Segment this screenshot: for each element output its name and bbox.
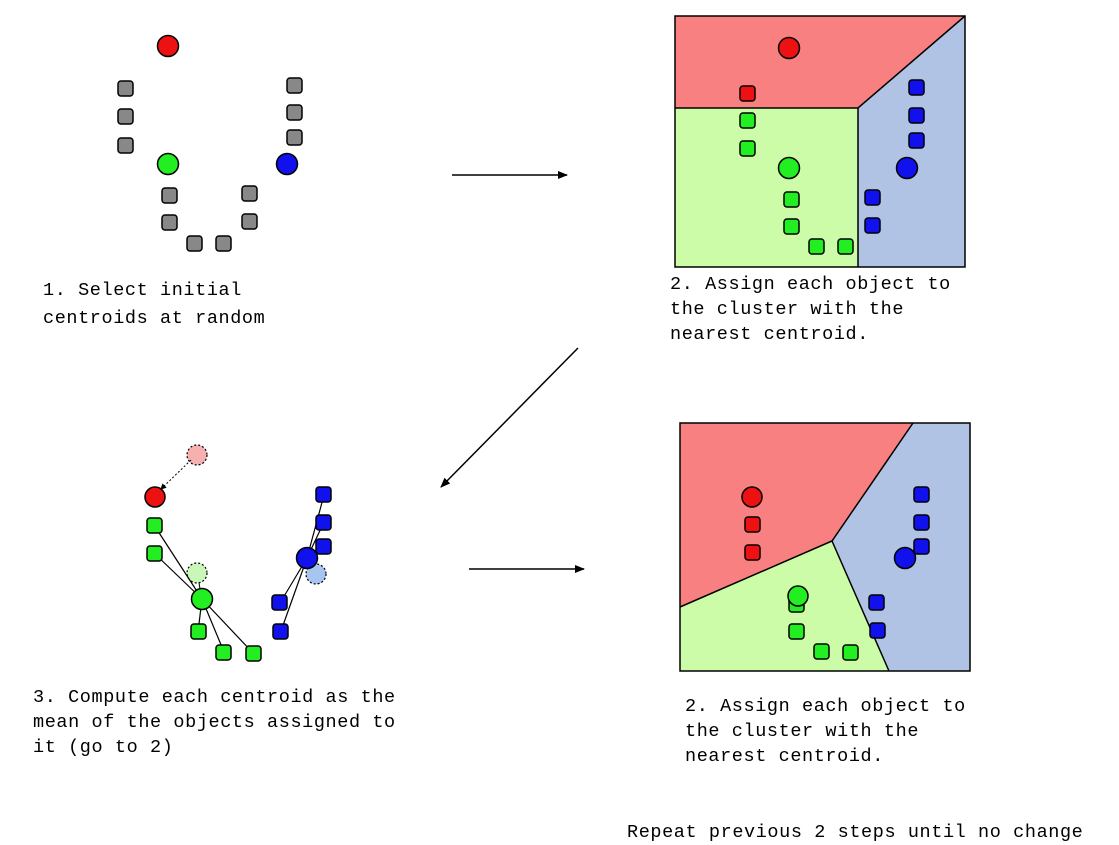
data-point	[241, 185, 258, 202]
panel-initial-centroids	[117, 34, 303, 252]
centroid-green	[787, 585, 809, 607]
data-point	[161, 187, 178, 204]
data-point-red	[739, 85, 756, 102]
centroid-green	[777, 156, 801, 180]
step1-caption: 1. Select initial centroids at random	[43, 280, 266, 329]
data-point	[913, 514, 930, 531]
data-point	[783, 218, 800, 235]
points-green	[739, 112, 854, 255]
step2-caption: 2. Assign each object to the cluster wit…	[670, 274, 951, 345]
points-blue	[271, 486, 332, 640]
data-point	[117, 137, 134, 154]
centroid-red	[144, 486, 166, 508]
data-point	[744, 544, 761, 561]
data-point	[744, 516, 761, 533]
region-green	[680, 541, 889, 671]
data-point	[315, 538, 332, 555]
data-point	[315, 514, 332, 531]
data-point	[837, 238, 854, 255]
region-red	[680, 423, 913, 607]
data-point	[117, 80, 134, 97]
data-point	[286, 104, 303, 121]
data-point	[186, 235, 203, 252]
data-point	[913, 538, 930, 555]
data-point	[272, 623, 289, 640]
centroid-red	[156, 34, 180, 58]
data-point	[808, 238, 825, 255]
data-point	[146, 517, 163, 534]
panel-frame	[674, 15, 966, 268]
data-point	[739, 112, 756, 129]
region-green	[675, 108, 858, 267]
data-point	[908, 107, 925, 124]
data-point	[161, 214, 178, 231]
points-green	[146, 517, 262, 662]
panel-compute-centroids	[144, 444, 332, 662]
points-red	[744, 516, 761, 561]
data-point	[315, 486, 332, 503]
data-point	[842, 644, 859, 661]
data-point	[788, 623, 805, 640]
step4-caption: 2. Assign each object to the cluster wit…	[685, 696, 966, 767]
data-point	[241, 213, 258, 230]
data-point	[271, 594, 288, 611]
old-centroid-red	[186, 444, 208, 466]
centroid-blue	[895, 156, 919, 180]
data-point	[913, 486, 930, 503]
data-point	[215, 235, 232, 252]
data-point	[864, 217, 881, 234]
centroid-blue	[295, 546, 319, 570]
data-point	[868, 594, 885, 611]
data-point	[245, 645, 262, 662]
points-blue	[868, 486, 930, 639]
data-point	[190, 623, 207, 640]
old-centroid-green	[186, 562, 208, 584]
centroid-green	[156, 152, 180, 176]
centroid-blue	[275, 152, 299, 176]
data-point	[869, 622, 886, 639]
step3-caption: 3. Compute each centroid as the mean of …	[33, 687, 396, 758]
data-point	[908, 132, 925, 149]
points-blue	[864, 79, 925, 234]
old-centroid-blue	[305, 563, 327, 585]
data-point	[864, 189, 881, 206]
centroid-move-arrow	[160, 459, 192, 490]
centroid-blue	[893, 546, 917, 570]
data-point	[908, 79, 925, 96]
data-point	[739, 140, 756, 157]
centroid-green	[190, 587, 214, 611]
data-point	[813, 643, 830, 660]
data-point	[146, 545, 163, 562]
data-point	[783, 191, 800, 208]
region-blue	[832, 423, 970, 671]
panel-first-assignment	[674, 15, 966, 268]
data-point	[286, 77, 303, 94]
arrow-step2-to-step3	[440, 347, 579, 488]
centroid-red	[777, 36, 801, 60]
data-point	[215, 644, 232, 661]
data-point	[286, 129, 303, 146]
panel-reassignment	[679, 422, 971, 672]
unassigned-points	[117, 77, 303, 252]
centroid-red	[741, 486, 763, 508]
panel-frame	[679, 422, 971, 672]
assignment-lines	[153, 494, 325, 654]
repeat-footer: Repeat previous 2 steps until no change	[627, 822, 1084, 843]
data-point	[117, 108, 134, 125]
region-boundary	[831, 540, 890, 672]
region-red	[675, 16, 965, 108]
